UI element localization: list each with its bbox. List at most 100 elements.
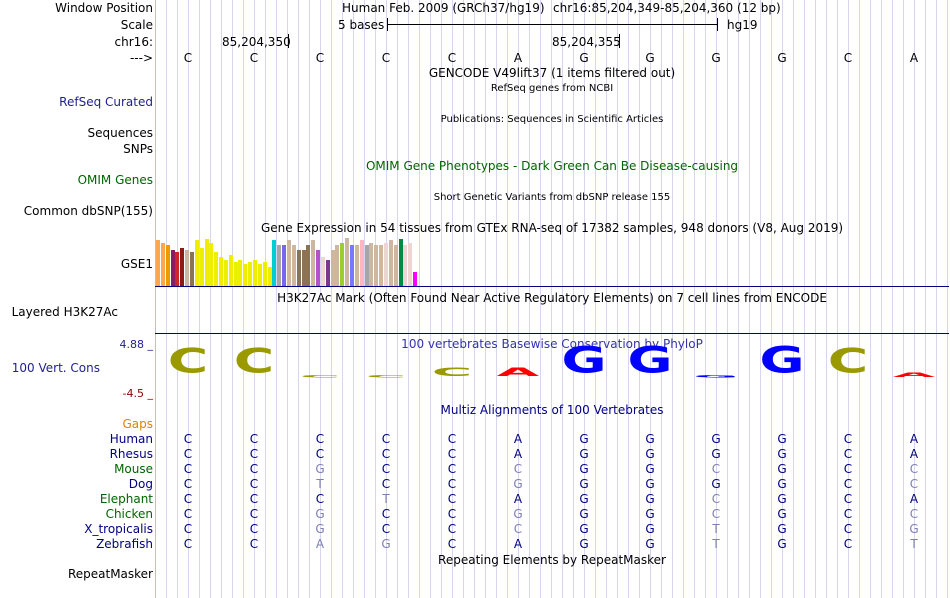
gtex-tissue-bar[interactable] [228, 255, 233, 286]
gtex-tissue-bar[interactable] [325, 260, 330, 286]
gtex-tissue-bar[interactable] [413, 272, 418, 286]
omim-genes-track-label[interactable]: OMIM Genes [77, 173, 153, 187]
gtex-tissue-bar[interactable] [364, 245, 369, 286]
species-label[interactable]: Mouse [114, 462, 153, 476]
species-label[interactable]: Rhesus [109, 447, 153, 461]
gtex-tissue-bar[interactable] [374, 245, 379, 286]
gse1-track-label[interactable]: GSE1 [120, 257, 153, 271]
gtex-tissue-bar[interactable] [267, 267, 272, 286]
conservation-logo-letter[interactable]: A [496, 365, 540, 379]
grid-line [782, 0, 783, 598]
cons-track-label[interactable]: 100 Vert. Cons [11, 361, 100, 375]
gtex-tissue-bar[interactable] [180, 248, 185, 286]
repeat-track-title[interactable]: Repeating Elements by RepeatMasker [438, 553, 666, 567]
gtex-tissue-bar[interactable] [383, 243, 388, 286]
gencode-track-title[interactable]: GENCODE V49lift37 (1 items filtered out) [428, 66, 676, 80]
gtex-tissue-bar[interactable] [185, 250, 190, 286]
gtex-tissue-bar[interactable] [403, 245, 408, 286]
layered-h3k27ac-track-label[interactable]: Layered H3K27Ac [11, 305, 118, 319]
gtex-tissue-bar[interactable] [335, 245, 340, 286]
gtex-tissue-bar[interactable] [320, 257, 325, 286]
h3k27ac-track-title[interactable]: H3K27Ac Mark (Often Found Near Active Re… [277, 291, 827, 305]
species-label[interactable]: Elephant [99, 492, 153, 506]
conservation-logo-letter[interactable]: G [759, 339, 805, 381]
gtex-tissue-bar[interactable] [286, 240, 291, 286]
conservation-logo-letter[interactable]: C [233, 341, 275, 381]
gtex-tissue-bar[interactable] [204, 239, 209, 286]
gtex-tissue-bar[interactable] [277, 245, 282, 286]
gtex-tissue-bar[interactable] [253, 260, 257, 286]
alignment-base: A [513, 537, 523, 551]
gtex-tissue-bar[interactable] [369, 243, 374, 286]
conservation-logo-letter[interactable]: C [431, 365, 473, 379]
species-label[interactable]: Human [109, 432, 153, 446]
gtex-tissue-bar[interactable] [388, 240, 393, 286]
gtex-tissue-bar[interactable] [316, 250, 321, 286]
gaps-track-label[interactable]: Gaps [122, 417, 153, 431]
gtex-tissue-bar[interactable] [291, 245, 296, 286]
species-label[interactable]: Zebrafish [96, 537, 153, 551]
gtex-tissue-bar[interactable] [243, 264, 248, 286]
species-label[interactable]: Dog [128, 477, 153, 491]
common-dbsnp-track-label[interactable]: Common dbSNP(155) [23, 204, 153, 218]
conservation-logo-letter[interactable]: A [892, 371, 936, 379]
conservation-logo-letter[interactable]: C [827, 341, 869, 381]
conservation-logo-letter[interactable]: G [561, 339, 607, 381]
gtex-tissue-bar[interactable] [199, 248, 204, 286]
alignment-base: G [579, 507, 589, 521]
gtex-tissue-bar[interactable] [398, 239, 403, 286]
gtex-tissue-bar[interactable] [379, 245, 384, 286]
species-label[interactable]: X_tropicalis [84, 522, 153, 536]
gtex-tissue-bar[interactable] [223, 260, 228, 286]
repeatmasker-track-label[interactable]: RepeatMasker [67, 567, 153, 581]
sequences-track-label[interactable]: Sequences [87, 126, 153, 140]
gtex-tissue-bar[interactable] [354, 245, 359, 286]
gtex-tissue-bar[interactable] [359, 240, 364, 286]
conservation-logo-letter[interactable]: G [627, 339, 673, 381]
gtex-tissue-bar[interactable] [194, 240, 199, 286]
refseq-track-label[interactable]: RefSeq Curated [59, 95, 153, 109]
gtex-tissue-bar[interactable] [209, 243, 214, 286]
base-letter: C [843, 51, 853, 65]
strand-arrow-label[interactable]: ---> [129, 51, 153, 65]
conservation-logo-letter[interactable]: C [167, 341, 209, 381]
gtex-tissue-bar[interactable] [233, 262, 238, 286]
gtex-tissue-bar[interactable] [160, 243, 165, 286]
gtex-tissue-bar[interactable] [330, 250, 335, 286]
multiz-track-title[interactable]: Multiz Alignments of 100 Vertebrates [440, 403, 664, 417]
conservation-logo-letter[interactable]: C [365, 373, 407, 379]
gtex-tissue-bar[interactable] [306, 245, 311, 286]
gtex-tissue-bar[interactable] [282, 245, 287, 286]
gtex-tissue-bar[interactable] [350, 245, 354, 286]
gtex-tissue-bar[interactable] [170, 250, 175, 286]
gtex-tissue-bar[interactable] [345, 238, 350, 286]
gtex-tissue-bar[interactable] [214, 252, 219, 286]
conservation-logo-letter[interactable]: G [693, 374, 739, 379]
snps-track-label[interactable]: SNPs [123, 142, 153, 156]
gtex-tissue-bar[interactable] [272, 240, 277, 286]
gtex-tissue-bar[interactable] [156, 240, 160, 286]
gtex-tissue-bar[interactable] [219, 257, 224, 286]
gtex-tissue-bar[interactable] [393, 245, 398, 286]
gtex-tissue-bar[interactable] [238, 260, 243, 286]
omim-track-title[interactable]: OMIM Gene Phenotypes - Dark Green Can Be… [365, 159, 739, 173]
gtex-tissue-bar[interactable] [340, 243, 345, 286]
gtex-tissue-bar[interactable] [311, 240, 316, 286]
publications-track-title[interactable]: Publications: Sequences in Scientific Ar… [440, 114, 664, 125]
gtex-tissue-bar[interactable] [408, 243, 413, 286]
gtex-tissue-bar[interactable] [175, 252, 180, 286]
grid-line [540, 0, 541, 598]
gtex-tissue-bar[interactable] [262, 262, 267, 286]
gtex-tissue-bar[interactable] [257, 264, 262, 286]
gtex-track-title[interactable]: Gene Expression in 54 tissues from GTEx … [260, 221, 844, 235]
dbsnp-track-title[interactable]: Short Genetic Variants from dbSNP releas… [433, 192, 671, 203]
phylop-track-title[interactable]: 100 vertebrates Basewise Conservation by… [401, 337, 703, 351]
gtex-tissue-bar[interactable] [248, 262, 253, 286]
gtex-tissue-bar[interactable] [189, 252, 194, 286]
conservation-logo-letter[interactable]: C [299, 373, 341, 379]
species-label[interactable]: Chicken [105, 507, 153, 521]
gtex-tissue-bar[interactable] [301, 250, 306, 286]
gtex-tissue-bar[interactable] [165, 245, 170, 286]
gtex-tissue-bar[interactable] [296, 250, 301, 286]
refseq-track-title[interactable]: RefSeq genes from NCBI [490, 83, 614, 94]
